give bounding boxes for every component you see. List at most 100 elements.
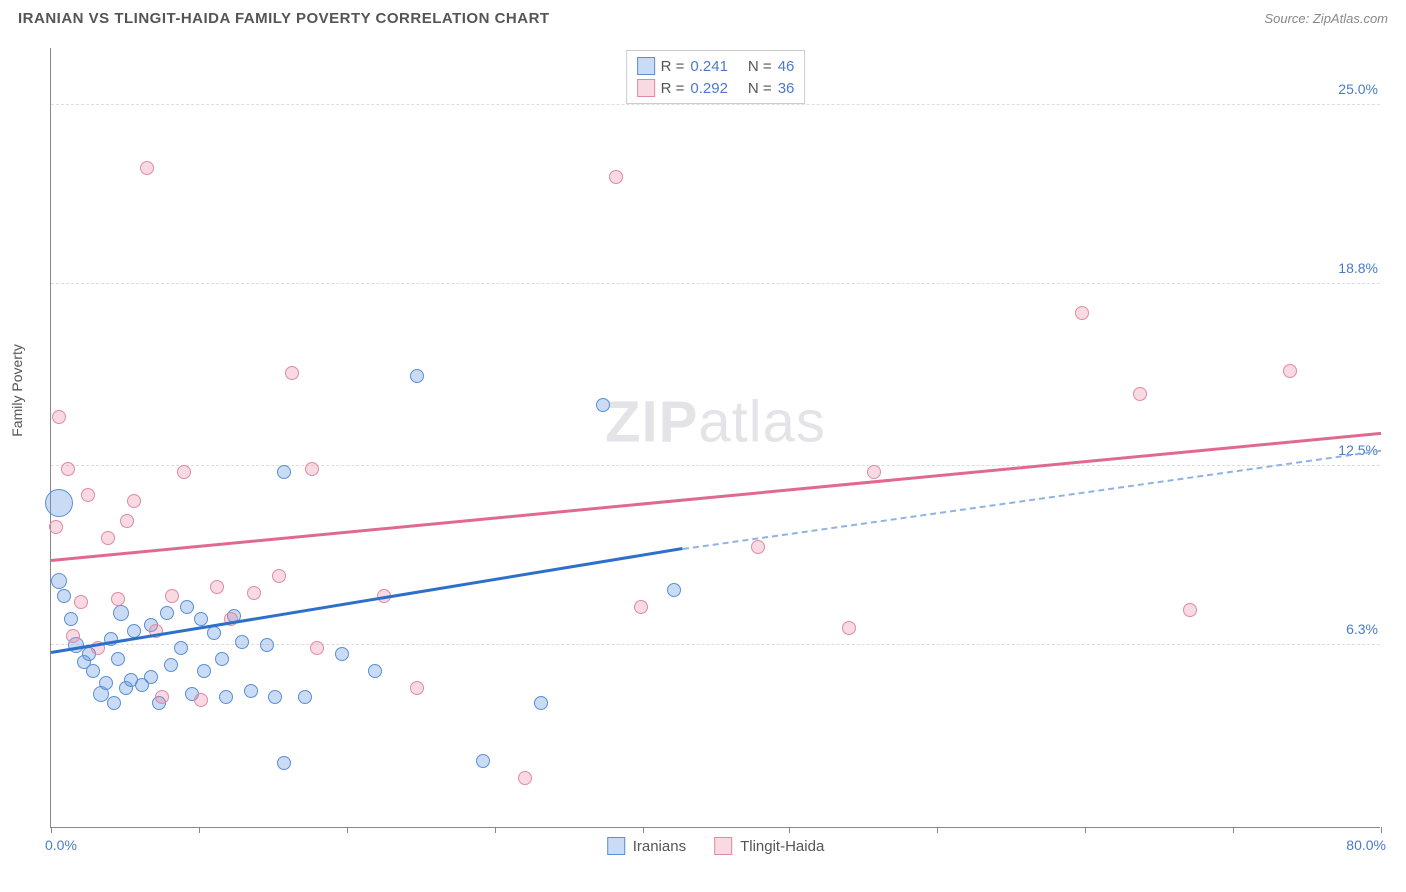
x-tick-mark: [789, 827, 790, 833]
data-point: [534, 696, 548, 710]
series-legend: Iranians Tlingit-Haida: [607, 837, 825, 855]
correlation-legend: R = 0.241 N = 46 R = 0.292 N = 36: [626, 50, 806, 104]
chart-source: Source: ZipAtlas.com: [1264, 11, 1388, 26]
chart-header: IRANIAN VS TLINGIT-HAIDA FAMILY POVERTY …: [0, 0, 1406, 33]
x-tick-mark: [937, 827, 938, 833]
x-tick-mark: [643, 827, 644, 833]
data-point: [86, 664, 100, 678]
scatter-chart: Family Poverty ZIPatlas R = 0.241 N = 46…: [50, 48, 1380, 828]
data-point: [634, 600, 648, 614]
x-max-label: 80.0%: [1346, 837, 1386, 853]
data-point: [1283, 364, 1297, 378]
data-point: [1183, 603, 1197, 617]
x-tick-mark: [199, 827, 200, 833]
data-point: [45, 489, 73, 517]
data-point: [194, 612, 208, 626]
x-tick-mark: [51, 827, 52, 833]
data-point: [66, 629, 80, 643]
data-point: [113, 605, 129, 621]
data-point: [1075, 306, 1089, 320]
data-point: [335, 647, 349, 661]
data-point: [285, 366, 299, 380]
swatch-icon: [714, 837, 732, 855]
data-point: [609, 170, 623, 184]
gridline: [51, 465, 1380, 466]
data-point: [160, 606, 174, 620]
data-point: [219, 690, 233, 704]
data-point: [305, 462, 319, 476]
data-point: [751, 540, 765, 554]
data-point: [410, 681, 424, 695]
data-point: [49, 520, 63, 534]
x-tick-mark: [1233, 827, 1234, 833]
data-point: [268, 690, 282, 704]
data-point: [111, 592, 125, 606]
data-point: [57, 589, 71, 603]
swatch-icon: [607, 837, 625, 855]
legend-row-tlingit: R = 0.292 N = 36: [637, 77, 795, 99]
data-point: [64, 612, 78, 626]
x-min-label: 0.0%: [45, 837, 77, 853]
data-point: [596, 398, 610, 412]
y-axis-label: Family Poverty: [9, 344, 25, 437]
gridline: [51, 644, 1380, 645]
data-point: [155, 690, 169, 704]
chart-title: IRANIAN VS TLINGIT-HAIDA FAMILY POVERTY …: [18, 10, 550, 27]
x-tick-mark: [1381, 827, 1382, 833]
data-point: [368, 664, 382, 678]
data-point: [140, 161, 154, 175]
x-tick-mark: [1085, 827, 1086, 833]
data-point: [235, 635, 249, 649]
data-point: [272, 569, 286, 583]
data-point: [177, 465, 191, 479]
data-point: [120, 514, 134, 528]
gridline: [51, 283, 1380, 284]
legend-row-iranians: R = 0.241 N = 46: [637, 55, 795, 77]
data-point: [174, 641, 188, 655]
data-point: [518, 771, 532, 785]
data-point: [99, 676, 113, 690]
data-point: [867, 465, 881, 479]
data-point: [244, 684, 258, 698]
y-tick-label: 18.8%: [1334, 260, 1382, 276]
data-point: [1133, 387, 1147, 401]
data-point: [298, 690, 312, 704]
data-point: [165, 589, 179, 603]
data-point: [194, 693, 208, 707]
data-point: [61, 462, 75, 476]
data-point: [101, 531, 115, 545]
data-point: [210, 580, 224, 594]
data-point: [51, 573, 67, 589]
data-point: [310, 641, 324, 655]
y-tick-label: 6.3%: [1342, 621, 1382, 637]
data-point: [74, 595, 88, 609]
data-point: [277, 465, 291, 479]
data-point: [81, 488, 95, 502]
data-point: [410, 369, 424, 383]
swatch-icon: [637, 57, 655, 75]
data-point: [180, 600, 194, 614]
swatch-icon: [637, 79, 655, 97]
data-point: [127, 494, 141, 508]
trend-line: [51, 432, 1381, 562]
x-tick-mark: [347, 827, 348, 833]
data-point: [144, 670, 158, 684]
data-point: [52, 410, 66, 424]
data-point: [107, 696, 121, 710]
y-tick-label: 25.0%: [1334, 81, 1382, 97]
data-point: [260, 638, 274, 652]
legend-item-tlingit: Tlingit-Haida: [714, 837, 824, 855]
watermark: ZIPatlas: [605, 388, 826, 455]
data-point: [164, 658, 178, 672]
data-point: [111, 652, 125, 666]
data-point: [207, 626, 221, 640]
data-point: [197, 664, 211, 678]
legend-item-iranians: Iranians: [607, 837, 686, 855]
data-point: [215, 652, 229, 666]
data-point: [277, 756, 291, 770]
data-point: [667, 583, 681, 597]
x-tick-mark: [495, 827, 496, 833]
data-point: [842, 621, 856, 635]
data-point: [247, 586, 261, 600]
data-point: [476, 754, 490, 768]
